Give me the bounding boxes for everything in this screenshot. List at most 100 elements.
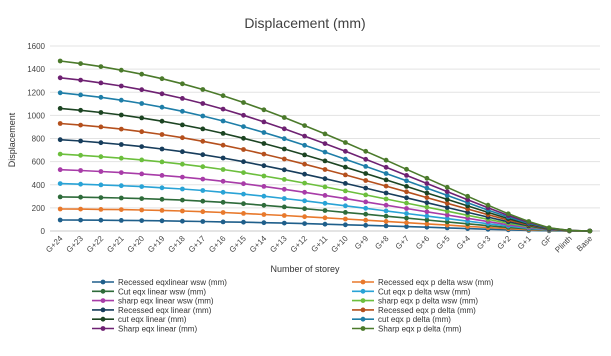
legend-label: cut eqx p delta (mm) — [378, 315, 451, 324]
data-point — [261, 202, 267, 208]
data-point — [180, 81, 185, 87]
data-point — [139, 144, 145, 150]
data-point — [118, 67, 124, 73]
data-point — [78, 194, 83, 200]
data-point — [98, 94, 104, 100]
series-9 — [57, 106, 593, 234]
y-tick-label: 1200 — [27, 88, 45, 97]
data-point — [118, 97, 124, 103]
data-point — [180, 174, 185, 180]
data-point — [383, 177, 389, 183]
y-tick-label: 0 — [41, 227, 46, 236]
data-point — [200, 219, 206, 224]
legend-swatch-marker — [360, 279, 366, 285]
data-point — [444, 197, 450, 202]
legend-label: Recessed eqx p delta (mm) — [378, 306, 476, 315]
x-axis-title: Number of storey — [270, 264, 340, 274]
data-point — [78, 152, 83, 158]
data-point — [261, 130, 267, 135]
data-point — [281, 186, 287, 192]
y-tick-label: 600 — [32, 158, 46, 167]
legend: Recessed eqxlinear wsw (mm) Recessed eqx … — [92, 278, 494, 334]
data-point — [302, 214, 307, 220]
data-point — [424, 204, 430, 210]
data-point — [383, 219, 389, 224]
data-point — [343, 140, 348, 145]
data-point — [322, 176, 328, 182]
data-point — [281, 213, 287, 218]
data-point — [118, 126, 124, 132]
legend-item: Recessed eqx p delta wsw (mm) — [352, 278, 494, 287]
data-point — [424, 195, 430, 201]
data-point — [159, 173, 165, 178]
data-point — [220, 189, 226, 195]
legend-item: Cut eqx linear wsw (mm) — [92, 287, 206, 296]
data-point — [363, 171, 369, 176]
data-point — [424, 209, 430, 215]
legend-item: cut eqx linear (mm) — [92, 315, 187, 324]
data-point — [302, 123, 307, 128]
data-point — [118, 170, 124, 176]
legend-swatch-marker — [100, 279, 106, 285]
data-point — [281, 204, 287, 210]
data-point — [363, 205, 369, 211]
data-point — [180, 208, 185, 214]
data-point — [139, 115, 145, 121]
legend-label: Recessed eqx linear (mm) — [118, 306, 212, 315]
data-point — [139, 71, 145, 77]
data-point — [424, 185, 430, 191]
data-point — [383, 157, 389, 163]
data-point — [78, 77, 83, 83]
data-point — [261, 151, 267, 157]
legend-label: sharp eqx linear wsw (mm) — [118, 297, 214, 306]
data-point — [343, 164, 348, 170]
legend-swatch-marker — [100, 288, 106, 294]
data-point — [98, 64, 104, 69]
y-axis-title: Displacement — [7, 112, 17, 167]
data-point — [241, 211, 246, 216]
data-point — [281, 220, 287, 226]
series-4 — [57, 181, 593, 234]
data-point — [404, 200, 409, 206]
data-point — [98, 110, 104, 115]
legend-swatch-marker — [360, 307, 366, 313]
y-tick-label: 1400 — [27, 65, 45, 74]
data-point — [78, 206, 83, 212]
data-point — [78, 138, 83, 144]
data-point — [200, 113, 206, 119]
data-point — [98, 207, 104, 212]
data-point — [424, 181, 430, 186]
data-point — [261, 119, 267, 125]
data-point — [444, 219, 450, 225]
data-point — [98, 217, 104, 223]
data-point — [159, 185, 165, 191]
data-point — [343, 216, 348, 222]
data-point — [302, 206, 307, 212]
data-point — [444, 184, 450, 190]
data-point — [241, 100, 246, 105]
data-point — [444, 200, 450, 206]
data-point — [159, 146, 165, 152]
data-point — [241, 112, 246, 118]
legend-swatch-marker — [100, 316, 106, 322]
legend-item: sharp eqx p delta wsw (mm) — [352, 297, 478, 306]
data-point — [139, 207, 145, 213]
data-point — [444, 212, 450, 218]
data-point — [241, 191, 246, 197]
series-lines — [57, 58, 593, 234]
data-point — [383, 213, 389, 219]
data-point — [281, 136, 287, 142]
data-point — [241, 147, 246, 152]
data-point — [444, 189, 450, 195]
data-point — [241, 201, 246, 207]
legend-label: sharp eqx p delta wsw (mm) — [378, 297, 478, 306]
data-point — [343, 222, 348, 228]
data-point — [343, 148, 348, 154]
data-point — [220, 93, 226, 99]
data-point — [343, 181, 348, 186]
data-point — [200, 188, 206, 193]
legend-item: cut eqx p delta (mm) — [352, 315, 451, 324]
data-point — [78, 181, 83, 187]
